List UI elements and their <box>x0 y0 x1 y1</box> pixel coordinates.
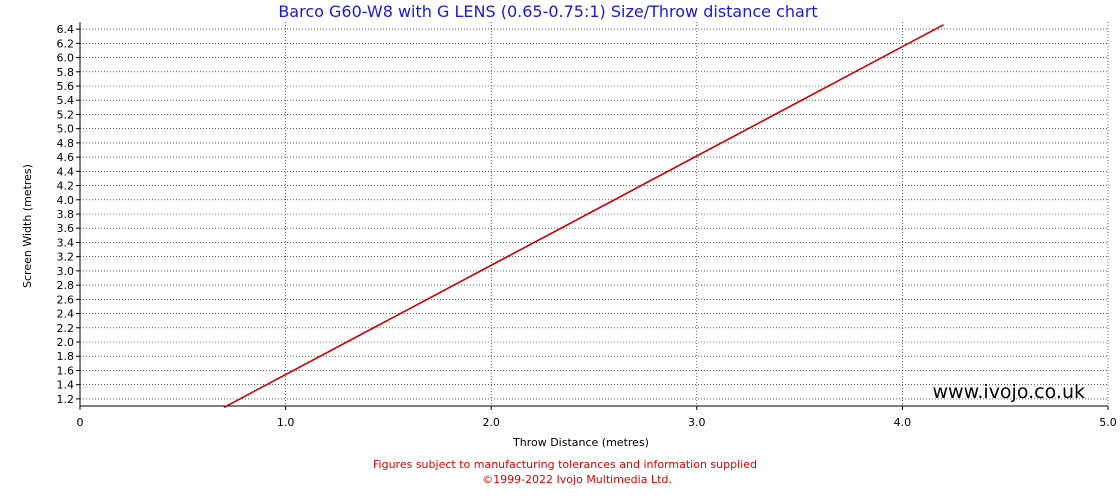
series-layer <box>223 24 944 409</box>
x-tick-label: 4.0 <box>894 416 912 429</box>
y-tick-label: 2.6 <box>57 293 75 306</box>
series-line <box>223 24 944 409</box>
y-tick-label: 6.2 <box>57 37 75 50</box>
y-tick-label: 6.4 <box>57 23 75 36</box>
x-tick-label: 3.0 <box>688 416 706 429</box>
y-tick-label: 5.6 <box>57 80 75 93</box>
y-tick-label: 3.6 <box>57 222 75 235</box>
y-tick-label: 4.4 <box>57 165 75 178</box>
y-tick-label: 2.8 <box>57 279 75 292</box>
x-tick-label: 0 <box>77 416 84 429</box>
x-tick-label: 1.0 <box>277 416 295 429</box>
y-tick-label: 5.4 <box>57 94 75 107</box>
watermark-text: www.ivojo.co.uk <box>933 381 1086 403</box>
x-tick-label: 5.0 <box>1099 416 1117 429</box>
x-axis-label: Throw Distance (metres) <box>512 436 649 449</box>
y-tick-label: 2.2 <box>57 322 75 335</box>
copyright-text: ©1999-2022 Ivojo Multimedia Ltd. <box>482 473 672 486</box>
y-tick-label: 4.0 <box>57 194 75 207</box>
y-tick-label: 3.2 <box>57 251 75 264</box>
x-axis-ticks: 0 1.0 2.0 3.0 4.0 5.0 <box>77 406 1117 429</box>
y-tick-label: 5.8 <box>57 66 75 79</box>
y-tick-label: 1.2 <box>57 393 75 406</box>
x-tick-label: 2.0 <box>482 416 500 429</box>
y-tick-label: 1.4 <box>57 379 75 392</box>
y-tick-label: 4.2 <box>57 180 75 193</box>
y-axis-label: Screen Width (metres) <box>21 164 34 288</box>
y-tick-label: 3.8 <box>57 208 75 221</box>
y-tick-label: 2.4 <box>57 308 75 321</box>
grid-lines <box>80 22 1109 406</box>
y-tick-label: 4.8 <box>57 137 75 150</box>
y-tick-label: 2.0 <box>57 336 75 349</box>
y-tick-label: 5.0 <box>57 123 75 136</box>
y-tick-label: 3.0 <box>57 265 75 278</box>
chart-title: Barco G60-W8 with G LENS (0.65-0.75:1) S… <box>278 2 817 21</box>
y-axis-ticks: 1.21.4 1.61.82.02.22.4 2.62.83.03.2 3.43.63… <box>57 23 80 406</box>
disclaimer-text: Figures subject to manufacturing toleran… <box>373 458 757 471</box>
y-tick-label: 1.6 <box>57 364 75 377</box>
y-tick-label: 3.4 <box>57 236 75 249</box>
y-tick-label: 6.0 <box>57 52 75 65</box>
y-tick-label: 5.2 <box>57 108 75 121</box>
y-tick-label: 4.6 <box>57 151 75 164</box>
y-tick-label: 1.8 <box>57 350 75 363</box>
